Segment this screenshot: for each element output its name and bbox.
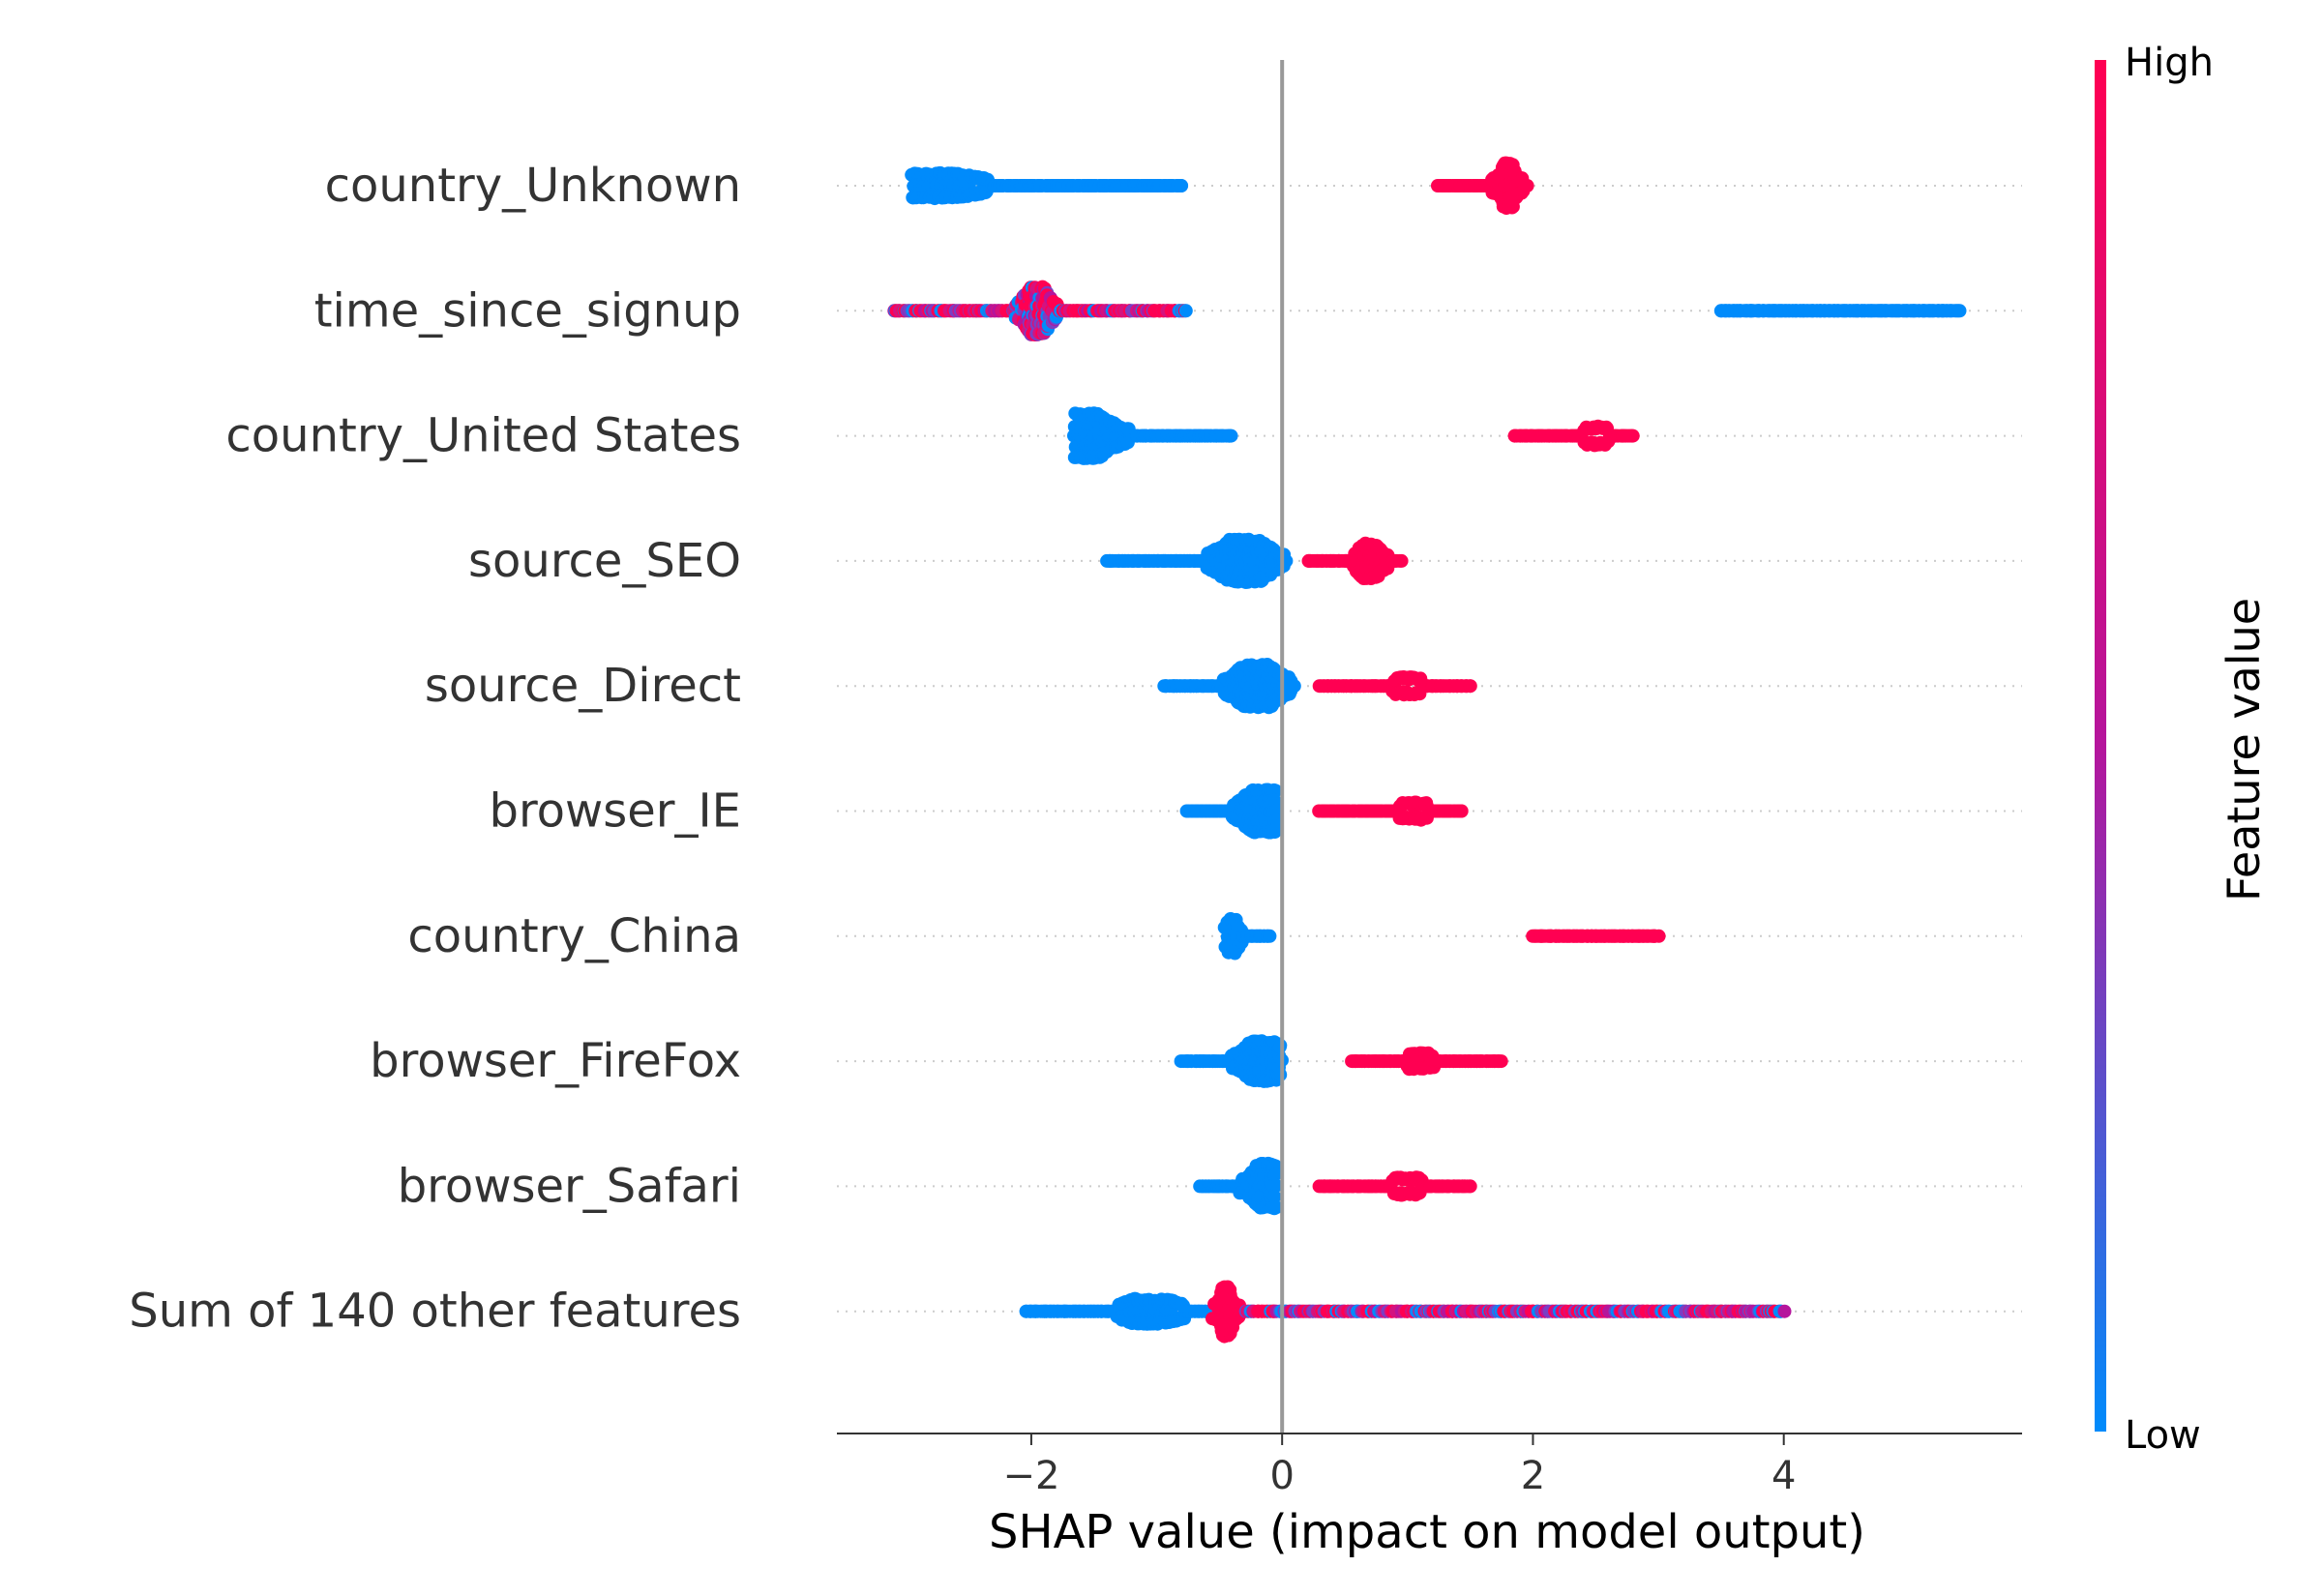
shap-point xyxy=(1272,1067,1287,1081)
shap-point xyxy=(1287,679,1301,694)
feature-label: browser_FireFox xyxy=(370,1034,741,1088)
feature-row-points xyxy=(1019,1280,1792,1344)
shap-point xyxy=(1494,1054,1508,1069)
feature-label: time_since_signup xyxy=(314,283,741,338)
shap-point xyxy=(1520,179,1534,192)
row-guides xyxy=(837,185,2022,1313)
colorbar: High Low Feature value xyxy=(2095,41,2270,1458)
feature-label: source_SEO xyxy=(468,534,741,588)
feature-row-points xyxy=(1179,783,1469,840)
shap-point xyxy=(1224,429,1238,443)
x-axis-title: SHAP value (impact on model output) xyxy=(989,1505,1865,1559)
shap-point xyxy=(1624,429,1639,443)
feature-label: country_Unknown xyxy=(325,159,741,213)
feature-label: country_China xyxy=(407,909,741,963)
colorbar-title: Feature value xyxy=(2218,598,2270,901)
shap-points xyxy=(887,156,1967,1344)
colorbar-low-label: Low xyxy=(2125,1413,2201,1458)
feature-label: country_United States xyxy=(225,409,741,463)
feature-row-points xyxy=(1174,1034,1508,1088)
shap-point xyxy=(1777,1304,1792,1318)
shap-point xyxy=(1263,929,1277,943)
x-axis: −2 0 2 4 SHAP value (impact on model output… xyxy=(837,1433,2022,1559)
shap-point xyxy=(1178,304,1193,318)
shap-point xyxy=(1394,553,1409,568)
shap-point xyxy=(1267,1190,1282,1204)
feature-row-points xyxy=(887,280,1967,341)
shap-point xyxy=(1267,793,1282,808)
shap-point xyxy=(1952,304,1967,318)
feature-row-points xyxy=(1193,1156,1477,1216)
shap-point xyxy=(1267,1167,1282,1182)
x-tick-label: 4 xyxy=(1771,1454,1796,1498)
shap-point xyxy=(1463,679,1477,694)
feature-row-points xyxy=(905,156,1534,216)
shap-point xyxy=(1268,822,1282,837)
feature-labels: country_Unknown time_since_signup country_… xyxy=(129,159,741,1339)
colorbar-gradient xyxy=(2095,60,2106,1432)
shap-point xyxy=(1269,804,1283,817)
shap-point xyxy=(1269,1178,1284,1193)
feature-row-points xyxy=(1100,532,1409,589)
shap-point xyxy=(1272,1040,1287,1054)
colorbar-high-label: High xyxy=(2125,41,2214,85)
feature-row-points xyxy=(1067,406,1640,465)
feature-label: source_Direct xyxy=(425,659,741,713)
feature-row-points xyxy=(1217,912,1666,961)
x-tick-label: −2 xyxy=(1002,1454,1059,1498)
feature-label: Sum of 140 other features xyxy=(129,1285,741,1339)
shap-point xyxy=(1454,804,1469,818)
shap-point xyxy=(1652,929,1666,943)
shap-point xyxy=(1269,1200,1284,1215)
shap-point xyxy=(1174,179,1188,192)
x-ticks: −2 0 2 4 xyxy=(1002,1433,1796,1498)
feature-row-points xyxy=(1157,658,1477,715)
feature-label: browser_IE xyxy=(489,784,741,839)
feature-label: browser_Safari xyxy=(398,1159,741,1213)
x-tick-label: 2 xyxy=(1521,1454,1545,1498)
x-tick-label: 0 xyxy=(1269,1454,1294,1498)
shap-point xyxy=(1463,1179,1477,1194)
